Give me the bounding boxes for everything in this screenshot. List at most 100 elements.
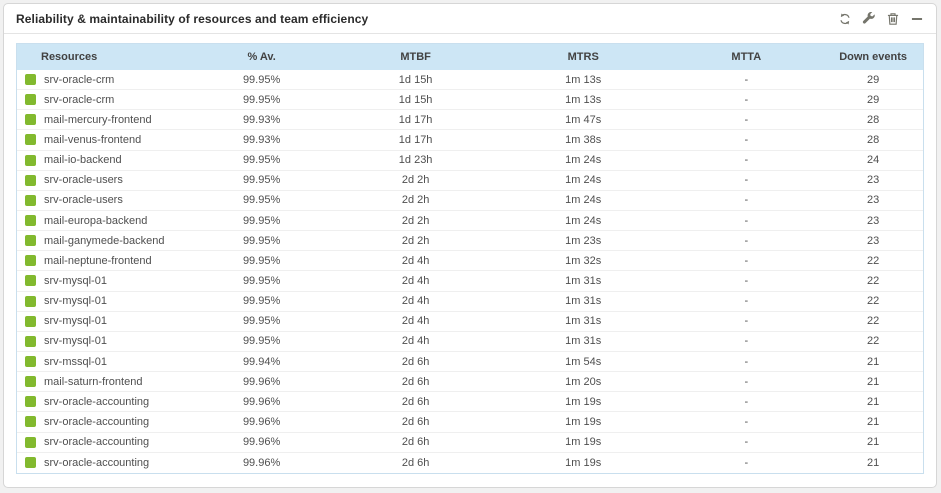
cell-availability: 99.93%	[242, 113, 281, 126]
cell-resource: srv-oracle-accounting	[17, 436, 189, 448]
cell-availability: 99.95%	[242, 194, 281, 207]
cell-down-events: 28	[867, 113, 880, 126]
cell-down-events: 21	[867, 415, 880, 428]
cell-mtta: -	[744, 254, 749, 267]
resource-name: srv-oracle-accounting	[44, 395, 150, 408]
status-ok-icon	[25, 194, 36, 206]
table-row: srv-oracle-accounting 99.96% 2d 6h 1m 19s - 2…	[17, 412, 923, 433]
status-ok-icon	[25, 74, 36, 86]
reliability-table: Resources % Av. MTBF MTRS MTTA Down events sr…	[16, 43, 924, 474]
cell-mtta: -	[744, 214, 749, 227]
column-header-mtta: MTTA	[731, 51, 762, 63]
status-ok-icon	[25, 416, 36, 428]
table-row: srv-oracle-users 99.95% 2d 2h 1m 24s - 23	[17, 170, 923, 191]
refresh-icon[interactable]	[837, 11, 852, 26]
widget-body: Resources % Av. MTBF MTRS MTTA Down events sr…	[4, 34, 936, 474]
cell-mtta: -	[744, 315, 749, 328]
cell-down-events: 23	[867, 234, 880, 247]
cell-mtbf: 2d 6h	[401, 456, 430, 469]
cell-mtta: -	[744, 133, 749, 146]
cell-availability: 99.95%	[242, 254, 281, 267]
cell-mtrs: 1m 24s	[565, 214, 602, 227]
table-row: srv-oracle-accounting 99.96% 2d 6h 1m 19s - 2…	[17, 432, 923, 453]
cell-mtta: -	[744, 73, 749, 86]
cell-mtbf: 2d 4h	[401, 274, 430, 287]
column-header-mtrs: MTRS	[567, 51, 599, 63]
widget-header: Reliability & maintainability of resourc…	[4, 4, 936, 34]
cell-resource: srv-oracle-users	[17, 174, 189, 186]
resource-name: srv-oracle-crm	[44, 73, 115, 86]
cell-mtbf: 2d 6h	[401, 415, 430, 428]
cell-availability: 99.95%	[242, 315, 281, 328]
cell-mtbf: 2d 4h	[401, 315, 430, 328]
table-row: srv-mysql-01 99.95% 2d 4h 1m 31s - 22	[17, 311, 923, 332]
cell-mtrs: 1m 31s	[565, 315, 602, 328]
cell-availability: 99.96%	[242, 456, 281, 469]
cell-mtta: -	[744, 194, 749, 207]
resource-name: mail-neptune-frontend	[44, 254, 152, 267]
cell-mtbf: 2d 4h	[401, 254, 430, 267]
trash-icon[interactable]	[885, 11, 900, 26]
cell-mtrs: 1m 24s	[565, 154, 602, 167]
cell-mtbf: 2d 2h	[401, 174, 430, 187]
cell-mtta: -	[744, 415, 749, 428]
cell-resource: srv-mysql-01	[17, 315, 189, 327]
cell-availability: 99.95%	[242, 335, 281, 348]
cell-mtrs: 1m 24s	[565, 194, 602, 207]
widget-title: Reliability & maintainability of resourc…	[16, 11, 369, 26]
cell-resource: srv-oracle-crm	[17, 94, 189, 106]
table-row: mail-europa-backend 99.95% 2d 2h 1m 24s - 23	[17, 210, 923, 232]
cell-resource: srv-mysql-01	[17, 295, 189, 307]
status-ok-icon	[25, 376, 36, 388]
cell-resource: mail-mercury-frontend	[17, 114, 189, 126]
table-row: srv-mssql-01 99.94% 2d 6h 1m 54s - 21	[17, 351, 923, 373]
cell-availability: 99.96%	[242, 415, 281, 428]
cell-mtbf: 2d 6h	[401, 395, 430, 408]
cell-availability: 99.96%	[242, 395, 281, 408]
cell-mtta: -	[744, 375, 749, 388]
resource-name: mail-ganymede-backend	[44, 234, 165, 247]
cell-mtbf: 2d 2h	[401, 194, 430, 207]
cell-availability: 99.95%	[242, 73, 281, 86]
cell-availability: 99.93%	[242, 133, 281, 146]
cell-availability: 99.96%	[242, 375, 281, 388]
status-ok-icon	[25, 315, 36, 327]
cell-mtbf: 2d 4h	[401, 335, 430, 348]
cell-down-events: 24	[867, 154, 880, 167]
cell-mtrs: 1m 24s	[565, 174, 602, 187]
cell-resource: mail-io-backend	[17, 154, 189, 166]
cell-down-events: 29	[867, 73, 880, 86]
cell-mtta: -	[744, 113, 749, 126]
cell-mtta: -	[744, 93, 749, 106]
resource-name: srv-oracle-accounting	[44, 456, 150, 469]
cell-down-events: 21	[867, 355, 880, 368]
cell-down-events: 21	[867, 395, 880, 408]
cell-availability: 99.95%	[242, 154, 281, 167]
table-row: srv-oracle-crm 99.95% 1d 15h 1m 13s - 29	[17, 90, 923, 111]
status-ok-icon	[25, 215, 36, 227]
widget-actions	[837, 11, 924, 26]
table-row: srv-mysql-01 99.95% 2d 4h 1m 31s - 22	[17, 291, 923, 312]
table-row: srv-oracle-accounting 99.96% 2d 6h 1m 19s - 2…	[17, 392, 923, 413]
cell-down-events: 21	[867, 436, 880, 449]
resource-name: srv-oracle-accounting	[44, 436, 150, 449]
cell-mtrs: 1m 19s	[565, 436, 602, 449]
cell-down-events: 21	[867, 456, 880, 469]
resource-name: mail-europa-backend	[44, 214, 148, 227]
resource-name: mail-saturn-frontend	[44, 375, 143, 388]
table-row: srv-oracle-users 99.95% 2d 2h 1m 24s - 23	[17, 190, 923, 211]
cell-mtta: -	[744, 154, 749, 167]
cell-mtta: -	[744, 234, 749, 247]
minus-icon[interactable]	[909, 11, 924, 26]
cell-resource: mail-europa-backend	[17, 215, 189, 227]
status-ok-icon	[25, 356, 36, 368]
cell-mtrs: 1m 13s	[565, 93, 602, 106]
table-row: mail-mercury-frontend 99.93% 1d 17h 1m 47s -…	[17, 110, 923, 131]
cell-availability: 99.95%	[242, 295, 281, 308]
cell-resource: srv-oracle-accounting	[17, 396, 189, 408]
column-header-mtbf: MTBF	[400, 51, 431, 63]
cell-mtrs: 1m 32s	[565, 254, 602, 267]
status-ok-icon	[25, 235, 36, 247]
wrench-icon[interactable]	[861, 11, 876, 26]
cell-mtrs: 1m 23s	[565, 234, 602, 247]
